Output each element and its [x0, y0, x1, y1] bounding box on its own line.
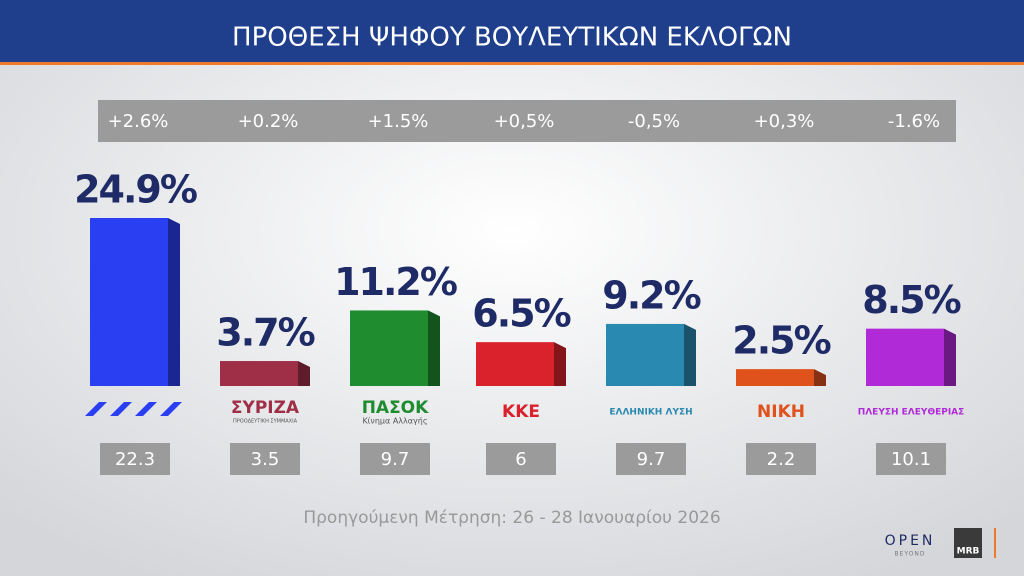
change-label: -0,5% [628, 111, 680, 132]
value-label: 24.9% [74, 168, 197, 212]
bar [350, 310, 428, 386]
change-label: +0,3% [754, 111, 815, 132]
party-logo-shape [160, 402, 182, 416]
party-logo: ΠΑΣΟΚ [362, 398, 429, 418]
bar [220, 361, 298, 386]
header-rule [0, 62, 1024, 65]
party-logo-subtext: Κίνημα Αλλαγής [362, 417, 427, 426]
bar [606, 323, 684, 386]
change-label: +2.6% [108, 111, 169, 132]
party-logo: ΕΛΛΗΝΙΚΗ ΛΥΣΗ [609, 408, 692, 418]
change-label: +0.2% [238, 111, 299, 132]
bar-side [554, 342, 566, 386]
change-label: -1.6% [888, 111, 940, 132]
previous-box [360, 443, 430, 475]
party-logo-shape [135, 402, 157, 416]
value-label: 9.2% [602, 273, 700, 317]
previous-box [746, 443, 816, 475]
value-label: 11.2% [334, 260, 457, 304]
bar [90, 218, 168, 386]
bar-side [298, 361, 310, 386]
chart-title: ΠΡΟΘΕΣΗ ΨΗΦΟΥ ΒΟΥΛΕΥΤΙΚΩΝ ΕΚΛΟΓΩΝ [232, 23, 792, 53]
change-strip [98, 100, 956, 142]
party-logo-subtext: ΠΡΟΟΔΕΥΤΙΚΗ ΣΥΜΜΑΧΙΑ [233, 419, 298, 425]
bar [476, 342, 554, 386]
previous-box [100, 443, 170, 475]
value-label: 3.7% [216, 311, 314, 355]
party-logo-shape [85, 402, 107, 416]
party-logo: ΣΥΡΙΖΑ [231, 398, 300, 418]
bar-side [684, 323, 696, 386]
value-label: 2.5% [732, 319, 830, 363]
divider [994, 528, 996, 558]
previous-box [616, 443, 686, 475]
bar-side [814, 369, 826, 386]
previous-box [876, 443, 946, 475]
party-logo: ΚΚΕ [502, 402, 540, 422]
previous-value: 10.1 [891, 449, 931, 470]
previous-value: 2.2 [767, 449, 796, 470]
previous-value: 22.3 [115, 449, 155, 470]
bar [736, 369, 814, 386]
previous-value: 9.7 [637, 449, 666, 470]
brand-sub: BEYOND [894, 551, 925, 558]
value-label: 6.5% [472, 292, 570, 336]
previous-value: 9.7 [381, 449, 410, 470]
pollster: MRB [957, 547, 980, 557]
change-label: +1.5% [368, 111, 429, 132]
header-band [0, 0, 1024, 62]
previous-box [486, 443, 556, 475]
bar-side [428, 310, 440, 386]
brand: OPEN [885, 533, 936, 549]
footnote: Προηγούμενη Μέτρηση: 26 - 28 Ιανουαρίου … [303, 508, 720, 528]
previous-value: 3.5 [251, 449, 280, 470]
bar-side [944, 328, 956, 386]
bar-side [168, 218, 180, 386]
previous-value: 6 [515, 449, 526, 470]
pollster-box [954, 528, 982, 558]
party-logo: ΝΙΚΗ [757, 402, 805, 422]
bar [866, 328, 944, 386]
party-logo: ΠΛΕΥΣΗ ΕΛΕΥΘΕΡΙΑΣ [858, 408, 965, 418]
party-logo-shape [110, 402, 132, 416]
value-label: 8.5% [862, 278, 960, 322]
previous-box [230, 443, 300, 475]
change-label: +0,5% [494, 111, 555, 132]
